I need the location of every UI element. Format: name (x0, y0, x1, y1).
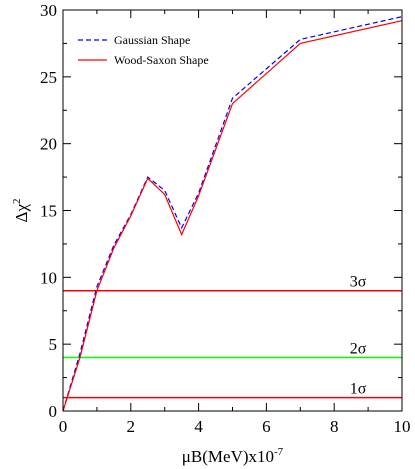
reference-line-label: 1σ (350, 381, 367, 398)
x-tick-label: 4 (194, 417, 203, 436)
legend: Gaussian Shape Wood-Saxon Shape (78, 33, 209, 67)
y-tick-label: 25 (40, 68, 57, 87)
x-axis-title: μB(MeV)x10-7 (182, 446, 284, 466)
y-axis-title-main: Δχ (12, 204, 31, 223)
x-tick-label: 10 (394, 417, 411, 436)
series-line-2 (62, 20, 403, 412)
y-tick-label: 15 (40, 202, 57, 221)
reference-lines (63, 289, 402, 399)
y-tick-label: 20 (40, 135, 57, 154)
tick-labels: 0 2 4 6 8 10 0 5 10 15 20 25 30 (40, 1, 411, 436)
series-line-1 (62, 16, 403, 412)
x-axis-title-exponent: -7 (274, 446, 284, 458)
y-tick-label: 0 (49, 402, 58, 421)
reference-line-label: 2σ (350, 341, 367, 358)
y-tick-label: 10 (40, 268, 57, 287)
reference-line-labels: 3σ 2σ 1σ (350, 274, 367, 398)
x-tick-label: 2 (127, 417, 136, 436)
y-axis-title: Δχ2 (11, 199, 31, 223)
y-tick-label: 5 (49, 335, 58, 354)
x-axis-title-main: μB(MeV)x10 (182, 447, 274, 466)
legend-label-gaussian: Gaussian Shape (114, 33, 190, 47)
legend-label-wood-saxon: Wood-Saxon Shape (114, 53, 209, 67)
axis-ticks (62, 9, 403, 412)
x-tick-label: 6 (262, 417, 271, 436)
y-tick-label: 30 (40, 1, 57, 20)
y-axis-title-exponent: 2 (11, 199, 23, 205)
x-tick-label: 0 (59, 417, 68, 436)
x-tick-label: 8 (330, 417, 339, 436)
reference-line-label: 3σ (350, 274, 367, 291)
series-lines (62, 16, 403, 412)
